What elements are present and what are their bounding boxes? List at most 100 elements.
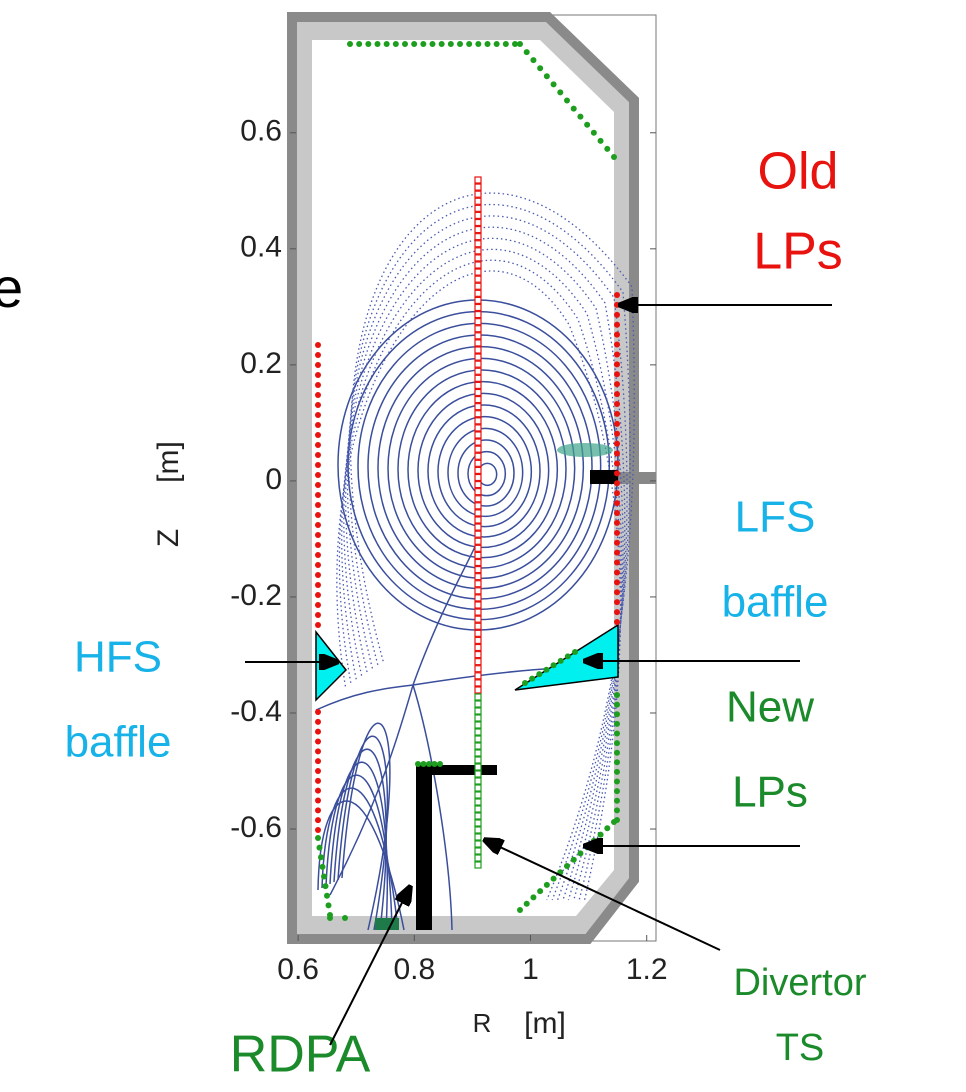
probe xyxy=(315,798,321,804)
probe xyxy=(475,841,481,847)
probe xyxy=(411,41,417,47)
probe xyxy=(315,492,321,498)
probe xyxy=(614,711,620,717)
y-tick-label: -0.2 xyxy=(230,579,282,612)
probe xyxy=(475,510,481,516)
probe xyxy=(529,676,535,682)
probe xyxy=(421,761,427,767)
probe xyxy=(457,41,463,47)
probe xyxy=(475,552,481,558)
probe xyxy=(475,524,481,530)
y-tick-label: 0 xyxy=(265,463,282,496)
probe xyxy=(315,807,321,813)
probe xyxy=(475,820,481,826)
probe xyxy=(475,609,481,615)
probe xyxy=(475,453,481,459)
vessel-interior xyxy=(312,40,614,916)
probe xyxy=(475,375,481,381)
probe xyxy=(543,667,549,673)
probe xyxy=(544,73,550,79)
probe xyxy=(522,680,528,686)
probe xyxy=(614,470,620,476)
probe xyxy=(475,340,481,346)
probe xyxy=(475,729,481,735)
probe xyxy=(614,788,620,794)
probe xyxy=(475,475,481,481)
probe xyxy=(475,574,481,580)
probe xyxy=(614,779,620,785)
probe xyxy=(475,848,481,854)
probe xyxy=(430,41,436,47)
probe xyxy=(537,888,543,894)
probe xyxy=(614,540,620,546)
probe xyxy=(614,322,620,328)
probe xyxy=(432,761,438,767)
probe xyxy=(551,662,557,668)
probe xyxy=(475,792,481,798)
probe xyxy=(393,41,399,47)
probe xyxy=(475,248,481,254)
probe xyxy=(321,874,327,880)
probe xyxy=(614,798,620,804)
probe xyxy=(591,838,597,844)
probe xyxy=(614,361,620,367)
probe xyxy=(315,788,321,794)
annotation: Divertor xyxy=(733,962,866,1004)
probe xyxy=(614,619,620,625)
probe xyxy=(614,342,620,348)
probe xyxy=(614,692,620,698)
probe xyxy=(604,825,610,831)
probe xyxy=(315,422,321,428)
probe xyxy=(475,227,481,233)
probe xyxy=(475,397,481,403)
probe xyxy=(475,234,481,240)
probe xyxy=(384,41,390,47)
probe xyxy=(475,276,481,282)
x-tick-label: 1.2 xyxy=(626,953,668,986)
probe xyxy=(315,432,321,438)
probe xyxy=(315,482,321,488)
probe xyxy=(315,512,321,518)
probe xyxy=(315,572,321,578)
probe xyxy=(315,352,321,358)
probe xyxy=(475,862,481,868)
probe xyxy=(475,382,481,388)
probe xyxy=(324,893,330,899)
probe xyxy=(317,845,323,851)
probe xyxy=(517,907,523,913)
probe xyxy=(347,41,353,47)
probe xyxy=(475,799,481,805)
probe xyxy=(315,778,321,784)
probe xyxy=(614,730,620,736)
probe xyxy=(614,807,620,813)
probe xyxy=(475,708,481,714)
probe xyxy=(475,255,481,261)
cropped-text: e xyxy=(0,256,23,319)
probe xyxy=(475,333,481,339)
annotation: New xyxy=(726,683,814,732)
y-unit: [m] xyxy=(152,441,185,483)
y-tick-label: 0.4 xyxy=(240,231,282,264)
probe xyxy=(517,41,523,47)
probe xyxy=(614,421,620,427)
probe xyxy=(611,819,617,825)
probe xyxy=(475,659,481,665)
probe xyxy=(598,832,604,838)
probe xyxy=(494,41,500,47)
probe xyxy=(614,292,620,298)
probe xyxy=(439,41,445,47)
probe xyxy=(598,138,604,144)
probe xyxy=(577,114,583,120)
probe xyxy=(614,609,620,615)
probe xyxy=(614,579,620,585)
probe xyxy=(475,503,481,509)
probe xyxy=(315,362,321,368)
x-unit: [m] xyxy=(524,1007,566,1040)
probe xyxy=(315,502,321,508)
probe xyxy=(475,467,481,473)
annotation: LPs xyxy=(753,223,843,281)
probe xyxy=(475,560,481,566)
annotation: LPs xyxy=(732,768,808,817)
annotation: baffle xyxy=(722,578,829,627)
x-tick-label: 1 xyxy=(522,953,539,986)
